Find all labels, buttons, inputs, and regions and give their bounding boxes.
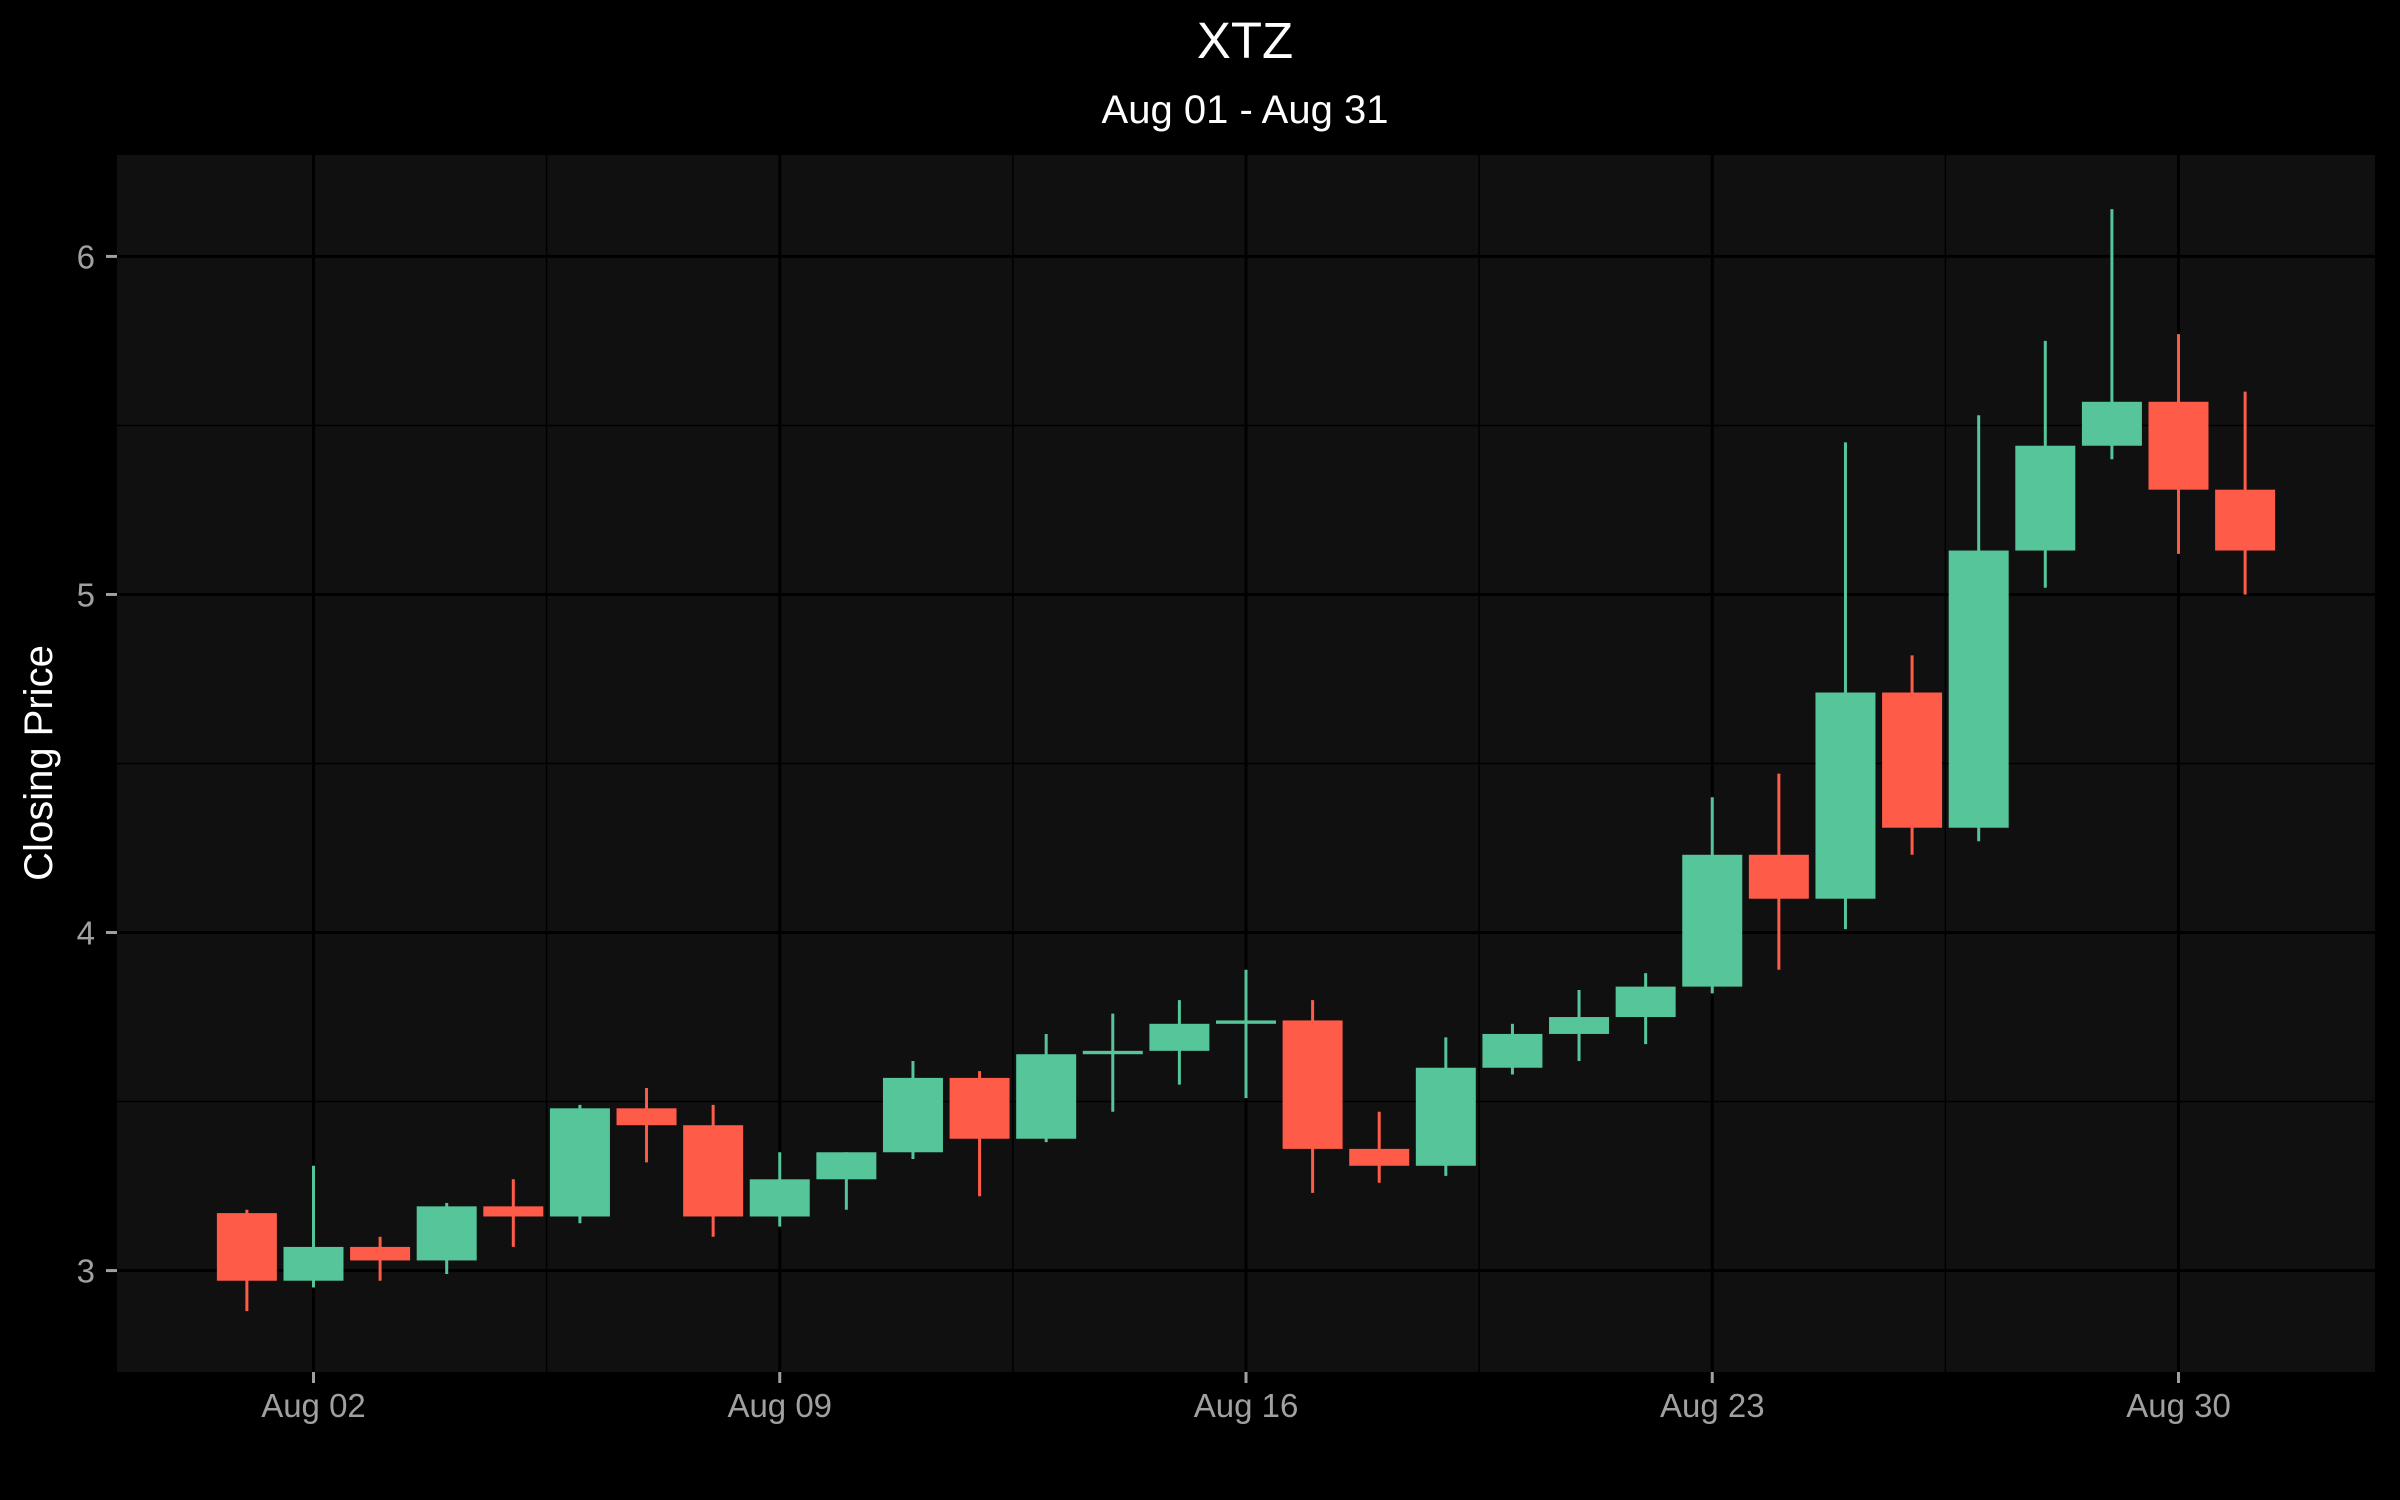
candle-body — [1349, 1148, 1410, 1166]
candle-body — [350, 1246, 411, 1261]
candle — [1615, 973, 1676, 1045]
candle-body — [616, 1108, 677, 1126]
candle — [2215, 391, 2276, 595]
candle-body — [2015, 445, 2076, 551]
x-tick-label: Aug 23 — [1660, 1387, 1765, 1424]
candle-body — [1282, 1020, 1343, 1149]
y-axis-label: Closing Price — [17, 645, 61, 881]
candle-body — [1682, 854, 1743, 987]
candles — [216, 209, 2276, 1312]
candle — [2081, 209, 2142, 460]
candle — [882, 1060, 943, 1160]
candle — [1216, 969, 1276, 1099]
y-axis: 3 4 5 6 — [77, 238, 117, 1290]
x-tick-label: Aug 30 — [2126, 1387, 2231, 1424]
y-tick-label: 3 — [77, 1253, 95, 1290]
candle-body — [549, 1108, 610, 1217]
candle — [1282, 1000, 1343, 1193]
candle — [816, 1152, 877, 1210]
candle-body — [1082, 1050, 1143, 1055]
candle — [1549, 989, 1610, 1061]
candle — [216, 1209, 277, 1312]
candle — [749, 1152, 810, 1227]
candle-body — [1415, 1067, 1476, 1166]
y-tick-label: 4 — [77, 915, 95, 952]
candle-body — [483, 1206, 544, 1217]
candle-body — [1815, 692, 1876, 899]
y-tick-label: 5 — [77, 576, 95, 613]
candle-body — [1482, 1033, 1543, 1068]
candle — [1682, 797, 1743, 994]
x-tick-label: Aug 09 — [727, 1387, 832, 1424]
candle-body — [283, 1246, 344, 1281]
candle — [1948, 415, 2009, 842]
candle-body — [1948, 550, 2009, 828]
candle — [1415, 1037, 1476, 1176]
candle-body — [2081, 401, 2142, 446]
chart-subtitle: Aug 01 - Aug 31 — [1102, 88, 1389, 132]
y-tick-label: 6 — [77, 238, 95, 275]
candle — [2148, 334, 2209, 554]
candle — [1815, 442, 1876, 930]
candle-body — [1216, 1020, 1276, 1024]
candle — [1149, 1000, 1210, 1085]
candle — [1882, 655, 1943, 855]
candle-body — [1615, 986, 1676, 1018]
candle — [1482, 1023, 1543, 1075]
x-tick-label: Aug 02 — [261, 1387, 366, 1424]
candle — [350, 1236, 411, 1281]
candle-body — [2215, 489, 2276, 551]
candle-body — [1882, 692, 1943, 828]
chart-title: XTZ — [1197, 12, 1293, 69]
candle-body — [1549, 1017, 1610, 1034]
candle — [949, 1071, 1010, 1197]
candle-body — [216, 1213, 277, 1281]
candle — [283, 1165, 344, 1288]
candle — [549, 1104, 610, 1224]
candle — [483, 1179, 544, 1247]
candle-body — [1016, 1054, 1077, 1139]
candle-body — [749, 1179, 810, 1217]
candle-body — [416, 1206, 477, 1261]
candle — [2015, 340, 2076, 588]
x-axis: Aug 02 Aug 09 Aug 16 Aug 23 Aug 30 — [261, 1372, 2231, 1424]
candle-body — [683, 1125, 744, 1217]
candle-body — [1149, 1023, 1210, 1051]
candle — [1349, 1111, 1410, 1183]
x-tick-label: Aug 16 — [1194, 1387, 1299, 1424]
candle — [1016, 1033, 1077, 1143]
candle — [1748, 773, 1809, 970]
candle — [1082, 1013, 1143, 1112]
candle-body — [1748, 854, 1809, 899]
candle-body — [816, 1152, 877, 1180]
candle-body — [882, 1077, 943, 1153]
candle — [416, 1202, 477, 1274]
candle-body — [2148, 401, 2209, 490]
candle — [616, 1088, 677, 1163]
candle-body — [949, 1077, 1010, 1139]
candle — [683, 1104, 744, 1237]
